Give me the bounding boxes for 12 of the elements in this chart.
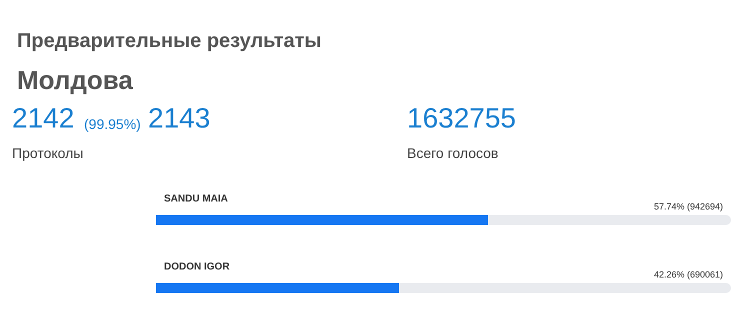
data-label: 42.26% (690061) [654, 270, 723, 280]
text: Протоколы [12, 145, 84, 161]
y-tick-label: DODON IGOR [164, 262, 230, 272]
y-tick-label: SANDU MAIA [164, 194, 228, 204]
text: 2142 [12, 102, 74, 134]
data-label: 57.74% (942694) [654, 202, 723, 212]
text: 2143 [148, 102, 210, 134]
chart-subtitle: Молдова [17, 65, 134, 95]
text: 1632755 [407, 102, 516, 134]
text: Всего голосов [407, 145, 498, 161]
text: (99.95%) [84, 116, 141, 132]
chart-title: Предварительные результаты [17, 30, 322, 52]
